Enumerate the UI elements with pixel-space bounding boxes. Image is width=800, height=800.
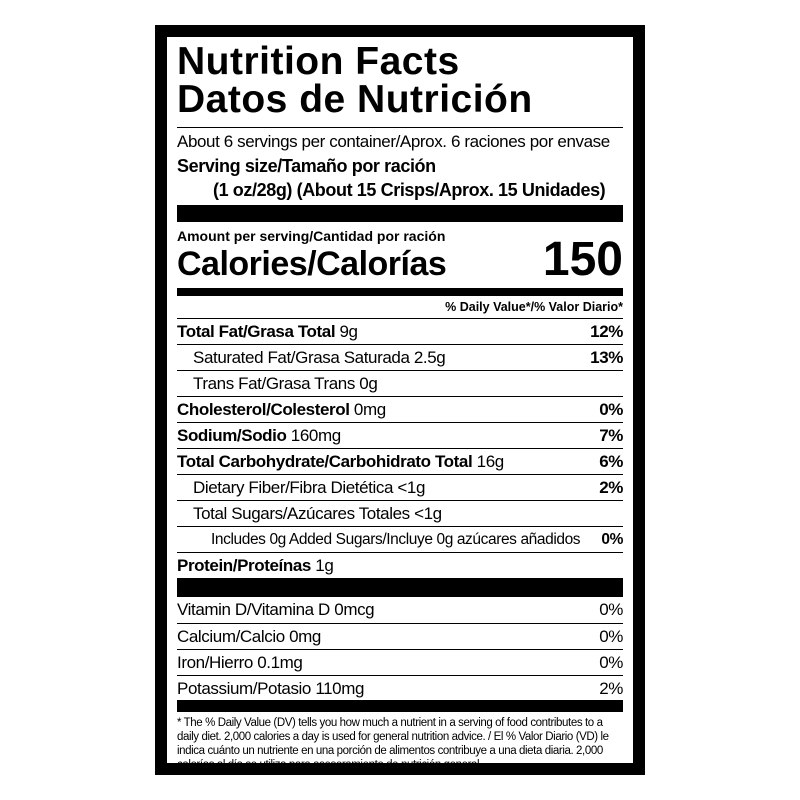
nutrient-label: Protein/Proteínas xyxy=(177,556,311,575)
divider-thick xyxy=(177,205,623,222)
nutrient-amount: 160mg xyxy=(290,426,341,445)
nutrient-row: Dietary Fiber/Fibra Dietética <1g 2% xyxy=(177,474,623,500)
nutrient-label: Dietary Fiber/Fibra Dietética xyxy=(193,478,394,497)
vitamin-row: Iron/Hierro 0.1mg 0% xyxy=(177,649,623,675)
nutrient-row: Trans Fat/Grasa Trans 0g xyxy=(177,370,623,396)
nutrient-name: Trans Fat/Grasa Trans 0g xyxy=(177,371,378,396)
nutrient-name: Total Fat/Grasa Total 9g xyxy=(177,319,358,344)
nutrient-name: Total Sugars/Azúcares Totales <1g xyxy=(177,501,442,526)
servings-per-container: About 6 servings per container/Aprox. 6 … xyxy=(177,132,610,151)
vitamin-dv: 0% xyxy=(599,627,623,646)
nutrient-label: Sodium/Sodio xyxy=(177,426,287,445)
footnote: * The % Daily Value (DV) tells you how m… xyxy=(177,717,609,771)
vitamin-name: Calcium/Calcio 0mg xyxy=(177,627,321,646)
vitamin-row: Calcium/Calcio 0mg 0% xyxy=(177,623,623,649)
nutrient-row: Protein/Proteínas 1g xyxy=(177,552,623,578)
nutrient-amount: 0mg xyxy=(353,400,386,419)
divider-medium xyxy=(177,288,623,296)
nutrient-label: Total Sugars/Azúcares Totales xyxy=(193,504,410,523)
nutrient-label: Saturated Fat/Grasa Saturada xyxy=(193,348,410,367)
title-en: Nutrition Facts xyxy=(177,40,460,83)
nutrient-dv: 6% xyxy=(599,452,623,471)
nutrient-row: Saturated Fat/Grasa Saturada 2.5g 13% xyxy=(177,344,623,370)
nutrient-label: Total Fat/Grasa Total xyxy=(177,322,336,341)
nutrient-amount: <1g xyxy=(414,504,442,523)
nutrient-label: Cholesterol/Colesterol xyxy=(177,400,350,419)
vitamin-name: Potassium/Potasio 110mg xyxy=(177,679,365,698)
divider-thick xyxy=(177,700,623,712)
nutrition-facts-label: Nutrition Facts Datos de Nutrición About… xyxy=(155,25,645,775)
serving-size-value: (1 oz/28g) (About 15 Crisps/Aprox. 15 Un… xyxy=(213,180,606,200)
vitamin-row: Potassium/Potasio 110mg 2% xyxy=(177,675,623,701)
nutrient-list: Total Fat/Grasa Total 9g 12% Saturated Fat… xyxy=(177,318,623,578)
nutrient-name: Protein/Proteínas 1g xyxy=(177,553,334,578)
nutrient-name: Total Carbohydrate/Carbohidrato Total 16… xyxy=(177,449,504,474)
calories-label: Calories/Calorías xyxy=(177,245,447,283)
vitamin-name: Iron/Hierro 0.1mg xyxy=(177,653,303,672)
nutrient-dv: 7% xyxy=(599,426,623,445)
vitamin-dv: 0% xyxy=(599,600,623,619)
vitamin-dv: 2% xyxy=(599,679,623,698)
nutrient-row: Cholesterol/Colesterol 0mg 0% xyxy=(177,396,623,422)
nutrient-amount: 2.5g xyxy=(413,348,446,367)
nutrient-label: Trans Fat/Grasa Trans xyxy=(193,374,355,393)
nutrient-dv: 13% xyxy=(590,348,623,367)
nutrient-name: Includes 0g Added Sugars/Incluye 0g azúc… xyxy=(177,527,581,552)
serving-size-label: Serving size/Tamaño por ración xyxy=(177,156,436,176)
nutrient-row: Total Sugars/Azúcares Totales <1g xyxy=(177,500,623,526)
nutrient-row: Total Fat/Grasa Total 9g 12% xyxy=(177,318,623,344)
nutrient-name: Dietary Fiber/Fibra Dietética <1g xyxy=(177,475,425,500)
nutrient-amount: 0g xyxy=(359,374,378,393)
title-es: Datos de Nutrición xyxy=(177,78,533,121)
divider xyxy=(177,127,623,128)
divider-thick xyxy=(177,578,623,597)
nutrient-amount: 16g xyxy=(476,452,505,471)
nutrient-label: Includes 0g Added Sugars/Incluye 0g azúc… xyxy=(211,531,581,548)
nutrient-amount: 9g xyxy=(339,322,359,341)
nutrient-row: Sodium/Sodio 160mg 7% xyxy=(177,422,623,448)
nutrient-name: Cholesterol/Colesterol 0mg xyxy=(177,397,386,422)
vitamin-row: Vitamin D/Vitamina D 0mcg 0% xyxy=(177,597,623,623)
amount-per-serving: Amount per serving/Cantidad por ración xyxy=(177,228,446,244)
vitamin-name: Vitamin D/Vitamina D 0mcg xyxy=(177,600,375,619)
nutrient-amount: <1g xyxy=(397,478,425,497)
nutrient-row: Total Carbohydrate/Carbohidrato Total 16… xyxy=(177,448,623,474)
calories-value: 150 xyxy=(542,233,623,286)
vitamin-list: Vitamin D/Vitamina D 0mcg 0% Calcium/Calci… xyxy=(177,597,623,701)
vitamin-dv: 0% xyxy=(599,653,623,672)
nutrient-dv: 0% xyxy=(599,400,623,419)
nutrient-amount: 1g xyxy=(315,556,334,575)
daily-value-header: % Daily Value*/% Valor Diario* xyxy=(445,300,623,314)
nutrient-row: Includes 0g Added Sugars/Incluye 0g azúc… xyxy=(177,526,623,552)
nutrient-dv: 0% xyxy=(601,531,623,548)
nutrient-name: Saturated Fat/Grasa Saturada 2.5g xyxy=(177,345,446,370)
nutrient-dv: 12% xyxy=(590,322,623,341)
calories-row: Calories/Calorías 150 xyxy=(177,236,623,284)
nutrient-name: Sodium/Sodio 160mg xyxy=(177,423,341,448)
nutrient-label: Total Carbohydrate/Carbohidrato Total xyxy=(177,452,473,471)
nutrient-dv: 2% xyxy=(599,478,623,497)
